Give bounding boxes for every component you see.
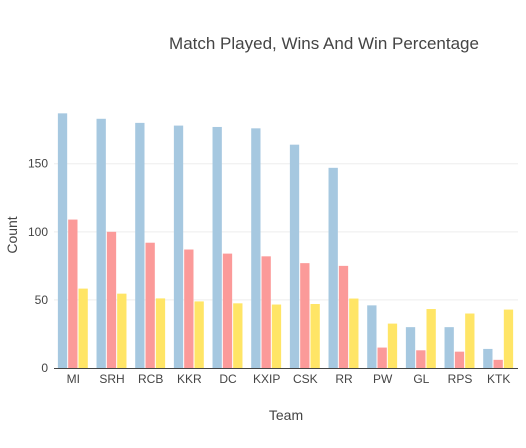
bar-csk-s2[interactable] <box>300 263 310 368</box>
x-tick-label: RCB <box>138 372 163 386</box>
chart-title: Match Played, Wins And Win Percentage <box>169 34 479 53</box>
bar-rps-s2[interactable] <box>454 351 465 368</box>
y-tick-label: 0 <box>41 361 48 375</box>
bar-csk-s1[interactable] <box>289 144 300 368</box>
x-tick-label: GL <box>413 372 429 386</box>
bars <box>57 113 514 369</box>
y-tick-label: 50 <box>35 293 49 307</box>
bar-rps-s3[interactable] <box>465 313 475 368</box>
bar-rcb-s3[interactable] <box>155 298 166 368</box>
bar-mi-s3[interactable] <box>78 288 88 368</box>
y-axis-title: Count <box>4 216 20 253</box>
bar-rcb-s2[interactable] <box>145 242 155 368</box>
x-tick-label: RPS <box>448 372 473 386</box>
bar-srh-s3[interactable] <box>117 293 127 368</box>
bar-kxip-s3[interactable] <box>271 304 282 368</box>
bar-srh-s1[interactable] <box>96 118 106 368</box>
bar-pw-s3[interactable] <box>387 323 398 368</box>
x-tick-label: SRH <box>99 372 124 386</box>
bar-mi-s1[interactable] <box>57 113 68 368</box>
x-tick-label: KXIP <box>253 372 280 386</box>
x-tick-label: KKR <box>177 372 202 386</box>
bar-rr-s2[interactable] <box>338 265 349 368</box>
bar-dc-s3[interactable] <box>233 303 243 368</box>
bar-gl-s2[interactable] <box>416 350 426 368</box>
bar-rr-s1[interactable] <box>328 167 338 368</box>
y-tick-label: 100 <box>28 225 48 239</box>
bar-ktk-s2[interactable] <box>493 359 503 368</box>
bar-pw-s2[interactable] <box>377 347 387 368</box>
bar-pw-s1[interactable] <box>367 305 377 368</box>
bar-rr-s3[interactable] <box>349 298 359 368</box>
bar-srh-s2[interactable] <box>106 231 117 368</box>
x-tick-labels: MI SRH RCB KKR DC KXIP CSK RR PW GL RPS KTK <box>67 372 511 386</box>
bar-kxip-s2[interactable] <box>261 256 271 368</box>
gridlines <box>54 163 518 301</box>
x-tick-label: DC <box>219 372 237 386</box>
x-tick-label: KTK <box>487 372 510 386</box>
bar-csk-s3[interactable] <box>310 304 320 368</box>
y-tick-labels: 0 50 100 150 <box>28 157 48 375</box>
bar-kkr-s2[interactable] <box>184 249 194 368</box>
y-tick-label: 150 <box>28 157 48 171</box>
x-axis-title: Team <box>269 407 303 423</box>
bar-rps-s1[interactable] <box>444 327 454 368</box>
bar-gl-s3[interactable] <box>426 309 436 368</box>
bar-dc-s2[interactable] <box>222 253 233 368</box>
bar-kkr-s3[interactable] <box>194 301 204 368</box>
bar-gl-s1[interactable] <box>405 327 416 368</box>
bar-mi-s2[interactable] <box>68 219 78 368</box>
bar-ktk-s3[interactable] <box>503 309 514 368</box>
bar-rcb-s1[interactable] <box>135 122 145 368</box>
bar-ktk-s1[interactable] <box>483 348 493 368</box>
bar-kxip-s1[interactable] <box>251 128 261 368</box>
x-tick-label: RR <box>335 372 353 386</box>
x-tick-label: PW <box>373 372 393 386</box>
x-tick-label: MI <box>67 372 80 386</box>
bar-dc-s1[interactable] <box>212 126 222 369</box>
bar-kkr-s1[interactable] <box>173 125 184 368</box>
x-tick-label: CSK <box>293 372 318 386</box>
